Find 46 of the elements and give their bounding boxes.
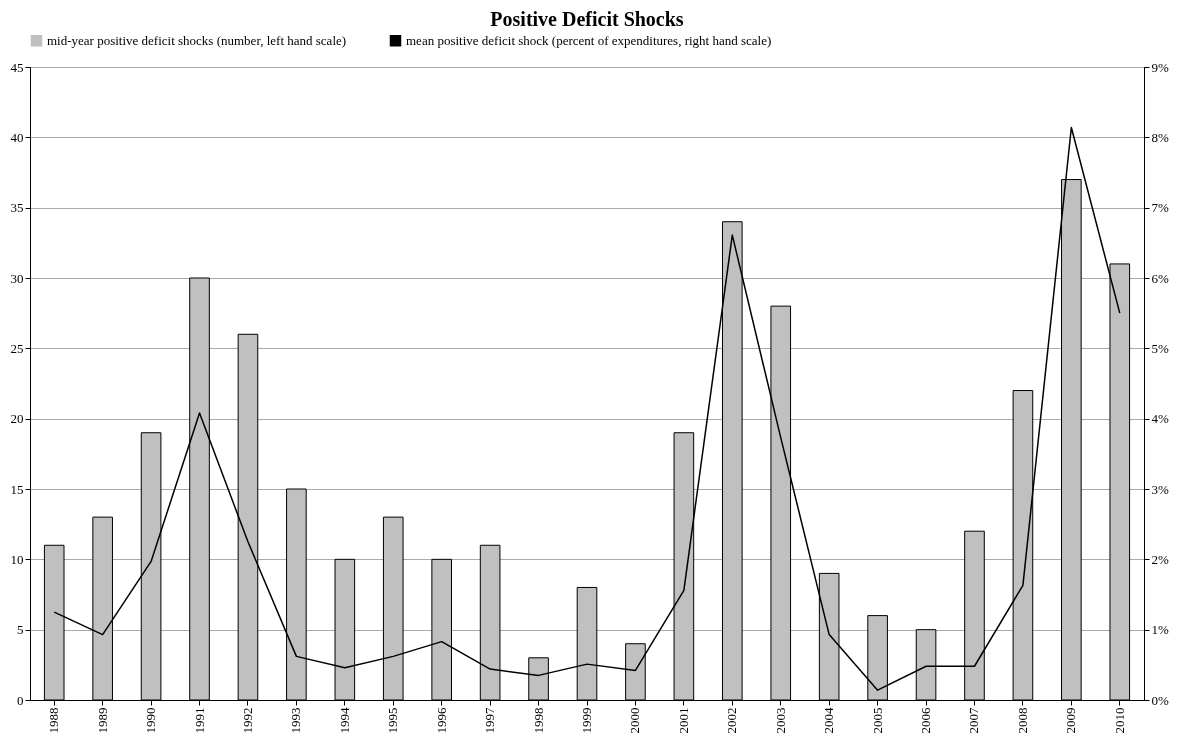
x-tick-label: 1998 bbox=[530, 707, 546, 734]
x-tick-label: 1990 bbox=[143, 707, 159, 734]
x-tick-label: 2010 bbox=[1111, 707, 1127, 734]
legend-label: mean positive deficit shock (percent of expenditures, right hand scale) bbox=[406, 32, 772, 48]
x-tick-label: 2007 bbox=[966, 707, 982, 734]
y-tick-label: 5 bbox=[17, 622, 24, 638]
x-tick-label: 1997 bbox=[482, 707, 498, 734]
legend-label: mid-year positive deficit shocks (number, left hand scale) bbox=[47, 32, 347, 48]
y2-tick-label: 5% bbox=[1151, 340, 1169, 356]
y-tick-label: 20 bbox=[10, 411, 24, 427]
x-tick-label: 1988 bbox=[46, 707, 62, 734]
x-tick-label: 2001 bbox=[675, 707, 691, 734]
y-tick-label: 45 bbox=[10, 59, 24, 75]
x-tick-label: 2009 bbox=[1063, 707, 1079, 734]
y-tick-label: 10 bbox=[10, 551, 24, 567]
y-tick-label: 30 bbox=[10, 270, 24, 286]
x-tick-label: 1989 bbox=[94, 707, 110, 734]
x-tick-label: 2006 bbox=[918, 707, 934, 734]
y2-tick-label: 4% bbox=[1151, 411, 1169, 427]
x-tick-label: 2000 bbox=[627, 707, 643, 734]
x-tick-label: 1996 bbox=[433, 707, 449, 734]
y2-tick-label: 8% bbox=[1151, 129, 1169, 145]
y-tick-label: 0 bbox=[17, 692, 24, 708]
chart-title: Positive Deficit Shocks bbox=[490, 8, 684, 30]
x-tick-label: 2004 bbox=[821, 707, 837, 734]
x-tick-label: 2008 bbox=[1014, 707, 1030, 734]
x-tick-label: 1995 bbox=[385, 707, 401, 734]
y-tick-label: 40 bbox=[10, 129, 24, 145]
y2-tick-label: 7% bbox=[1151, 200, 1169, 216]
x-tick-label: 1999 bbox=[579, 707, 594, 734]
y2-tick-label: 9% bbox=[1151, 59, 1169, 75]
x-tick-label: 2005 bbox=[869, 707, 885, 734]
x-tick-label: 1991 bbox=[191, 707, 207, 734]
x-tick-label: 2002 bbox=[724, 707, 740, 734]
x-tick-label: 1992 bbox=[239, 707, 255, 734]
y2-tick-label: 6% bbox=[1151, 270, 1169, 286]
y2-tick-label: 2% bbox=[1151, 551, 1169, 567]
x-tick-label: 1993 bbox=[288, 707, 304, 734]
y2-tick-label: 3% bbox=[1151, 481, 1169, 497]
y2-tick-label: 0% bbox=[1151, 692, 1169, 708]
x-tick-label: 1994 bbox=[336, 707, 352, 734]
x-tick-label: 2003 bbox=[772, 707, 788, 734]
y-tick-label: 25 bbox=[10, 340, 24, 356]
y2-tick-label: 1% bbox=[1151, 622, 1169, 638]
y-tick-label: 15 bbox=[10, 481, 24, 497]
y-tick-label: 35 bbox=[10, 200, 24, 216]
